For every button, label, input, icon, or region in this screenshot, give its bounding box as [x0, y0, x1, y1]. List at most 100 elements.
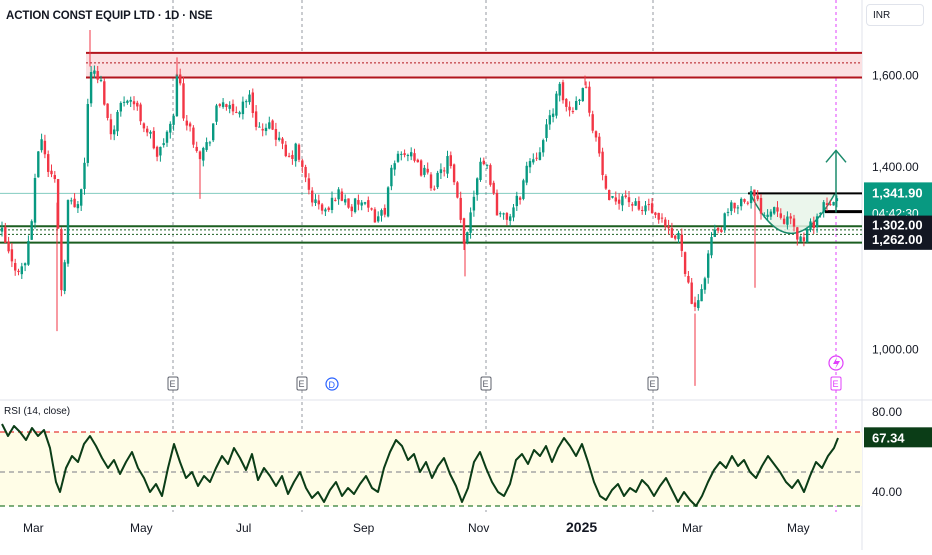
- candle-body: [466, 232, 469, 243]
- candle-body: [179, 74, 182, 84]
- candle-body: [575, 101, 578, 110]
- candle-body: [456, 182, 459, 198]
- candle-body: [809, 221, 812, 230]
- candle-body: [205, 142, 208, 150]
- candle-body: [33, 177, 37, 223]
- candle-body: [410, 152, 413, 157]
- candle-body: [495, 192, 499, 216]
- candle-body: [350, 206, 353, 212]
- candle-body: [284, 144, 287, 157]
- candle-body: [532, 159, 535, 163]
- candle-body: [347, 198, 350, 208]
- earnings-marker-label-3: E: [483, 379, 489, 389]
- earnings-marker-label-5: E: [833, 379, 839, 389]
- candle-body: [703, 278, 707, 290]
- candle-body: [598, 136, 601, 154]
- candle-body: [522, 180, 525, 199]
- candle-body: [634, 201, 637, 206]
- candle-body: [185, 120, 188, 126]
- candle-body: [159, 146, 162, 156]
- earnings-marker-4: [647, 376, 659, 391]
- candle-body: [218, 104, 221, 106]
- candle-body: [106, 103, 109, 118]
- candle-body: [146, 128, 149, 133]
- candle-body: [27, 241, 30, 265]
- candle-body: [753, 189, 756, 197]
- candle-body: [119, 102, 122, 112]
- candle-body: [667, 226, 670, 229]
- candle-body: [743, 199, 746, 202]
- current-price-label: 1,341.90: [872, 185, 923, 200]
- x-tick-label-7: May: [787, 521, 810, 535]
- candle-body: [644, 205, 647, 212]
- candle-body: [769, 211, 773, 217]
- candle-body: [103, 81, 106, 105]
- candle-body: [746, 202, 749, 204]
- candle-body: [683, 252, 687, 274]
- candle-body: [716, 227, 720, 231]
- candle-body: [291, 154, 294, 159]
- candle-body: [17, 270, 20, 273]
- candle-body: [736, 207, 740, 209]
- candle-body: [175, 74, 179, 117]
- candle-body: [327, 207, 330, 210]
- candle-body: [588, 86, 591, 113]
- candle-body: [109, 119, 113, 135]
- candle-body: [792, 218, 796, 227]
- candle-body: [565, 98, 568, 107]
- candle-body: [657, 212, 660, 220]
- candle-body: [812, 221, 815, 229]
- candle-body: [208, 142, 212, 144]
- candle-body: [251, 92, 254, 114]
- candle-body: [452, 164, 456, 183]
- candle-body: [373, 209, 377, 223]
- candle-body: [116, 111, 119, 132]
- candle-body: [631, 204, 634, 206]
- candle-body: [337, 189, 340, 200]
- earnings-marker-3: [480, 376, 492, 391]
- candle-body: [188, 123, 192, 127]
- candle-body: [304, 166, 307, 178]
- dividend-marker: [325, 377, 339, 391]
- candle-body: [617, 199, 621, 204]
- candle-body: [400, 153, 403, 155]
- currency-selector[interactable]: INR: [866, 4, 924, 26]
- candle-body: [538, 152, 542, 160]
- candle-body: [485, 164, 489, 166]
- candle-body: [93, 70, 96, 74]
- candle-body: [525, 165, 528, 183]
- candle-body: [419, 160, 423, 176]
- candle-body: [710, 236, 713, 256]
- candle-body: [241, 101, 245, 115]
- candle-body: [7, 241, 10, 252]
- candle-body: [113, 129, 116, 135]
- candle-body: [386, 187, 390, 217]
- candle-body: [555, 93, 558, 116]
- candle-body: [436, 172, 439, 188]
- candle-body: [776, 207, 779, 212]
- earnings-marker-label-1: E: [299, 379, 305, 389]
- candle-body: [429, 174, 433, 189]
- flash-icon-bolt: [833, 357, 840, 369]
- candle-body: [730, 202, 733, 212]
- earnings-marker-0: [167, 376, 179, 391]
- candle-body: [740, 198, 743, 207]
- price-tick-label-0: 1,600.00: [872, 69, 919, 83]
- candle-body: [614, 197, 617, 202]
- x-tick-label-5: 2025: [566, 519, 597, 535]
- candle-body: [254, 111, 258, 127]
- candle-body: [311, 190, 314, 203]
- candle-body: [492, 182, 495, 194]
- candle-body: [83, 162, 86, 189]
- earnings-marker-5: [830, 376, 842, 391]
- candle-body: [680, 234, 683, 251]
- candle-body: [278, 137, 281, 140]
- candle-body: [601, 151, 604, 176]
- candle-body: [459, 197, 462, 220]
- candle-body: [763, 215, 766, 217]
- candle-body: [621, 196, 624, 206]
- candle-body: [690, 282, 693, 304]
- candle-body: [472, 196, 476, 211]
- candle-body: [63, 262, 66, 291]
